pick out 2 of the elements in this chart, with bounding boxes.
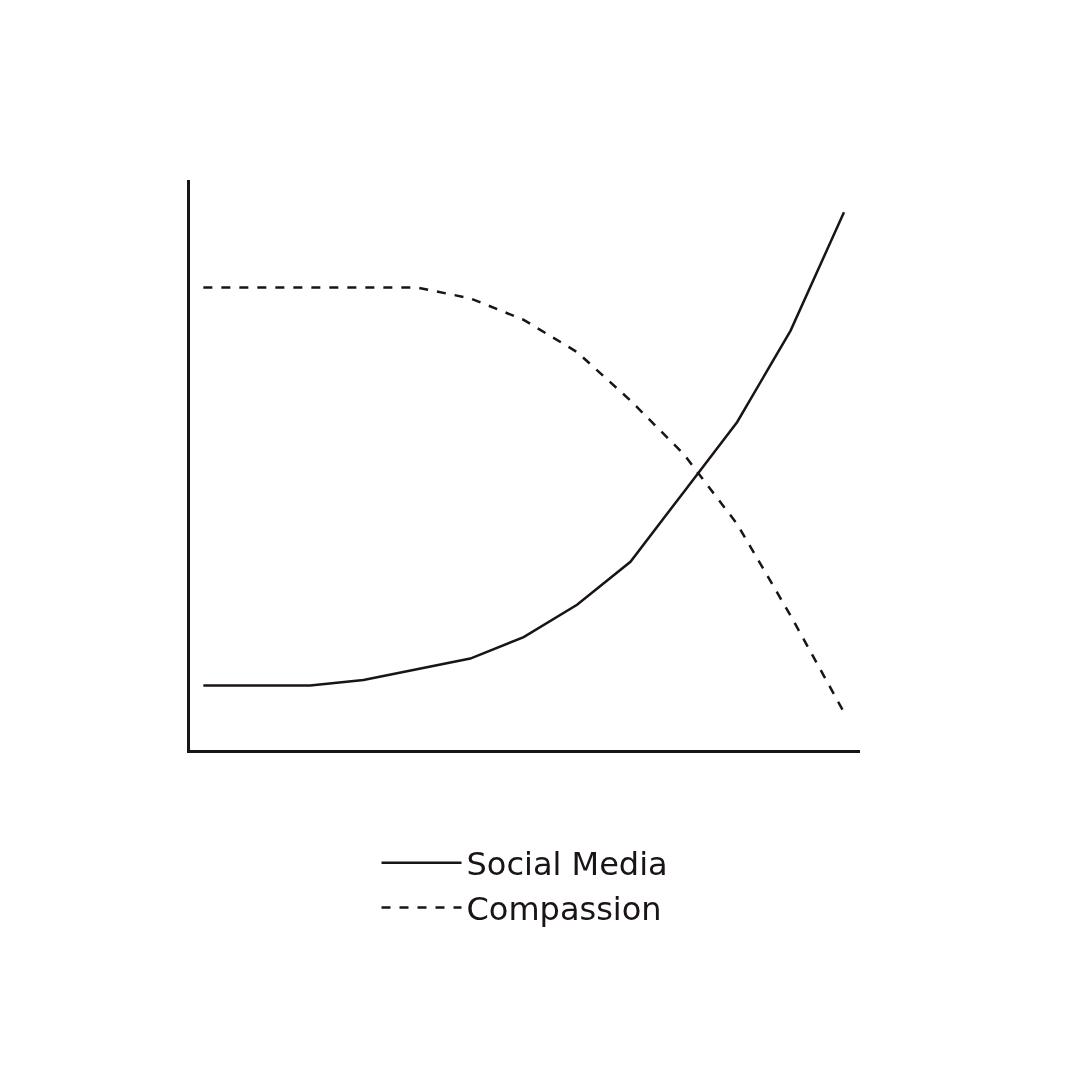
legend-label: Social Media [466, 845, 668, 884]
legend-label: Compassion [466, 889, 662, 928]
